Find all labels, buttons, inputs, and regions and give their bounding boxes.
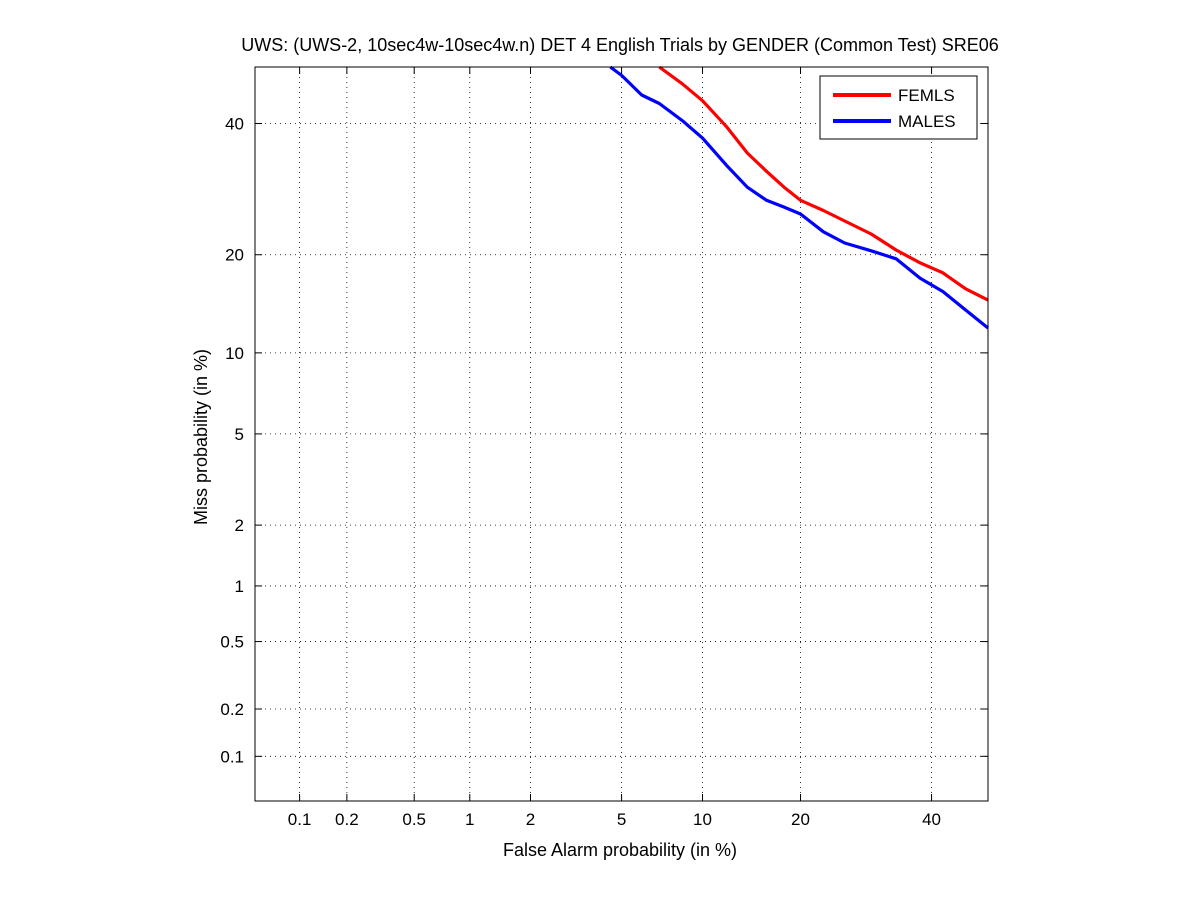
x-tick-label-1: 1	[465, 810, 474, 829]
y-tick-label-0-1: 0.1	[220, 747, 244, 766]
axis-ticks: 0.1 0.2 0.5 1 2 5 10 20 40 0.1 0.2 0.5 1 2 5 10 20 40	[220, 67, 988, 829]
x-tick-label-0-2: 0.2	[335, 810, 359, 829]
series-line-males	[609, 65, 990, 330]
x-axis-label: False Alarm probability (in %)	[503, 840, 737, 860]
series-lines	[609, 65, 990, 330]
legend-label-males: MALES	[898, 112, 956, 131]
y-tick-label-0-5: 0.5	[220, 633, 244, 652]
chart-title: UWS: (UWS-2, 10sec4w-10sec4w.n) DET 4 En…	[241, 35, 999, 55]
x-tick-label-0-5: 0.5	[402, 810, 426, 829]
y-tick-label-5: 5	[235, 425, 244, 444]
y-tick-label-10: 10	[225, 344, 244, 363]
y-tick-label-0-2: 0.2	[220, 700, 244, 719]
y-tick-label-1: 1	[235, 577, 244, 596]
x-tick-label-5: 5	[617, 810, 626, 829]
y-tick-label-40: 40	[225, 115, 244, 134]
legend-box	[819, 75, 978, 140]
x-tick-label-2: 2	[526, 810, 535, 829]
x-tick-label-0-1: 0.1	[288, 810, 312, 829]
x-tick-label-20: 20	[791, 810, 810, 829]
x-tick-label-40: 40	[922, 810, 941, 829]
y-tick-label-2: 2	[235, 516, 244, 535]
legend: FEMLS MALES	[819, 75, 978, 140]
legend-label-femls: FEMLS	[898, 86, 955, 105]
y-axis-label: Miss probability (in %)	[191, 349, 211, 525]
y-tick-label-20: 20	[225, 246, 244, 265]
x-tick-label-10: 10	[693, 810, 712, 829]
series-line-femls	[658, 65, 989, 302]
